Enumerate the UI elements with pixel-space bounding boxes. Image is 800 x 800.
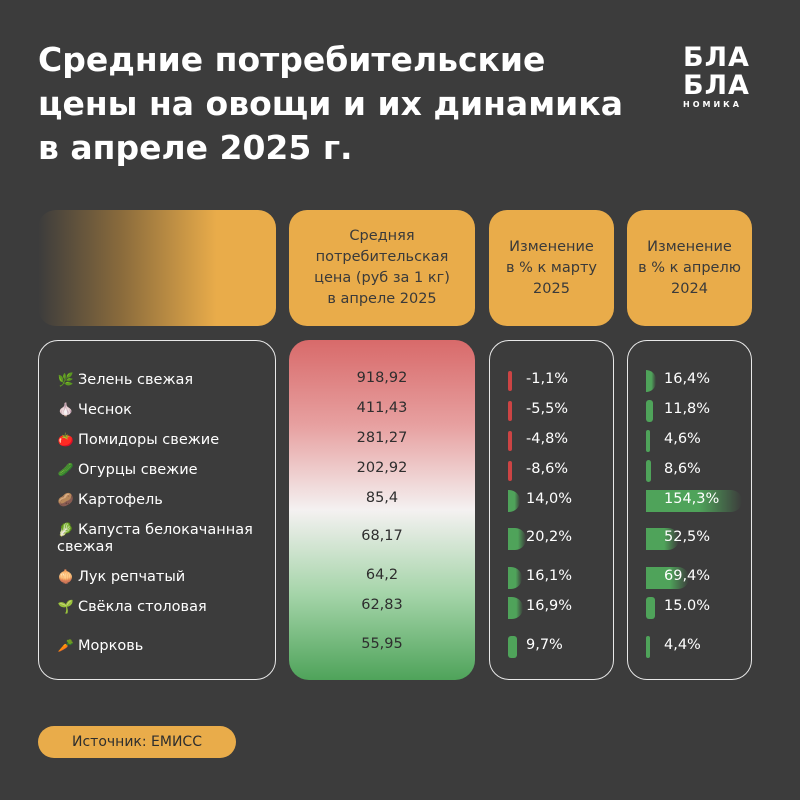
carrot-icon: 🥕 bbox=[57, 639, 75, 654]
price-value: 68,17 bbox=[361, 528, 403, 544]
bar-positive bbox=[646, 567, 690, 589]
header-price-text: Средняя потребительская цена (руб за 1 к… bbox=[314, 228, 450, 307]
bar-negative bbox=[508, 371, 512, 391]
title-line-3: в апреле 2025 г. bbox=[38, 128, 353, 167]
change-value: 4,4% bbox=[664, 637, 701, 653]
change-value: -8,6% bbox=[526, 461, 569, 477]
change-value: 154,3% bbox=[664, 491, 720, 507]
change-value: 15.0% bbox=[664, 598, 711, 614]
price-value: 55,95 bbox=[361, 636, 403, 652]
vegetable-name: Помидоры свежие bbox=[78, 432, 220, 448]
vegetable-name: Лук репчатый bbox=[78, 569, 186, 585]
header-change-march: Изменение в % к марту 2025 bbox=[489, 210, 614, 326]
herbs-icon: 🌿 bbox=[57, 373, 75, 388]
header-blank-cell bbox=[38, 210, 276, 326]
cabbage-icon: 🥬 bbox=[57, 523, 75, 538]
logo-line-3: НОМИКА bbox=[683, 100, 742, 109]
header-change-april: Изменение в % к апрелю 2024 bbox=[627, 210, 752, 326]
change-value: 16,4% bbox=[664, 371, 711, 387]
garlic-icon: 🧄 bbox=[57, 403, 75, 418]
vegetable-name: Картофель bbox=[78, 492, 163, 508]
bar-positive bbox=[646, 528, 679, 550]
vegetable-name: Свёкла столовая bbox=[78, 599, 207, 615]
vegetable-names-panel: 🌿 Зелень свежая 🧄 Чеснок 🍅 Помидоры свежие 🥒 Ог… bbox=[38, 340, 276, 680]
bar-positive bbox=[646, 430, 650, 452]
change-april-panel: 16,4% 11,8% 4,6% 8,6% 154,3% 52,5% 69,4% 15.0% 4… bbox=[627, 340, 752, 680]
cucumber-icon: 🥒 bbox=[57, 463, 75, 478]
change-value: 69,4% bbox=[664, 568, 711, 584]
vegetable-name-row: 🌿 Зелень свежая bbox=[57, 372, 272, 389]
bar-positive bbox=[646, 597, 656, 619]
bar-positive bbox=[508, 636, 517, 658]
header-price: Средняя потребительская цена (руб за 1 к… bbox=[289, 210, 475, 326]
change-value: -4,8% bbox=[526, 431, 569, 447]
price-value: 85,4 bbox=[365, 490, 399, 506]
bar-negative bbox=[508, 431, 512, 451]
vegetable-name: Зелень свежая bbox=[78, 372, 194, 388]
bar-positive bbox=[508, 490, 521, 512]
onion-icon: 🧅 bbox=[57, 570, 75, 585]
change-value: 9,7% bbox=[526, 637, 563, 653]
beet-icon: 🌱 bbox=[57, 600, 75, 615]
change-value: 11,8% bbox=[664, 401, 711, 417]
logo-line-2: БЛА bbox=[683, 70, 750, 101]
change-value: -5,5% bbox=[526, 401, 569, 417]
price-value: 918,92 bbox=[356, 370, 408, 386]
logo-line-1: БЛА bbox=[683, 42, 750, 73]
change-value: 16,1% bbox=[526, 568, 573, 584]
bar-positive bbox=[508, 567, 523, 589]
vegetable-name-row: 🧅 Лук репчатый bbox=[57, 569, 272, 586]
change-value: 20,2% bbox=[526, 529, 573, 545]
change-value: 16,9% bbox=[526, 598, 573, 614]
potato-icon: 🥔 bbox=[57, 493, 75, 508]
price-value: 281,27 bbox=[356, 430, 408, 446]
change-value: 52,5% bbox=[664, 529, 711, 545]
vegetable-name-row: 🍅 Помидоры свежие bbox=[57, 432, 272, 449]
change-value: -1,1% bbox=[526, 371, 569, 387]
change-value: 8,6% bbox=[664, 461, 701, 477]
vegetable-name-row: 🧄 Чеснок bbox=[57, 402, 272, 419]
change-value: 4,6% bbox=[664, 431, 701, 447]
vegetable-name-row: 🌱 Свёкла столовая bbox=[57, 599, 272, 616]
vegetable-name-row: 🥬 Капуста белокачанная свежая bbox=[57, 522, 272, 556]
title-line-1: Средние потребительские bbox=[38, 40, 546, 79]
source-label: Источник: ЕМИСС bbox=[38, 726, 236, 758]
vegetable-name-row: 🥔 Картофель bbox=[57, 492, 272, 509]
header-change-april-text: Изменение в % к апрелю 2024 bbox=[638, 238, 741, 297]
bar-positive bbox=[646, 400, 654, 422]
blablanomika-logo: БЛА БЛА НОМИКА bbox=[683, 42, 763, 110]
vegetable-name-row: 🥕 Морковь bbox=[57, 638, 272, 655]
price-value: 62,83 bbox=[361, 597, 403, 613]
bar-negative bbox=[508, 461, 512, 481]
tomato-icon: 🍅 bbox=[57, 433, 75, 448]
page-title: Средние потребительские цены на овощи и … bbox=[38, 38, 658, 170]
price-value: 202,92 bbox=[356, 460, 408, 476]
vegetable-name: Морковь bbox=[78, 638, 144, 654]
vegetable-name: Чеснок bbox=[78, 402, 132, 418]
header-change-march-text: Изменение в % к марту 2025 bbox=[506, 238, 597, 297]
change-march-panel: -1,1% -5,5% -4,8% -8,6% 14,0% 20,2% 16,1% 16,9%… bbox=[489, 340, 614, 680]
price-panel: 918,92 411,43 281,27 202,92 85,4 68,17 64,2 62,… bbox=[289, 340, 475, 680]
vegetable-name: Капуста белокачанная свежая bbox=[57, 522, 253, 555]
bar-positive bbox=[508, 597, 524, 619]
bar-positive bbox=[646, 636, 650, 658]
vegetable-name: Огурцы свежие bbox=[78, 462, 198, 478]
title-line-2: цены на овощи и их динамика bbox=[38, 84, 623, 123]
vegetable-name-row: 🥒 Огурцы свежие bbox=[57, 462, 272, 479]
change-value: 14,0% bbox=[526, 491, 573, 507]
bar-positive bbox=[646, 460, 652, 482]
price-value: 411,43 bbox=[356, 400, 408, 416]
bar-positive bbox=[646, 490, 742, 512]
bar-positive bbox=[508, 528, 526, 550]
bar-negative bbox=[508, 401, 512, 421]
bar-positive bbox=[646, 370, 657, 392]
price-value: 64,2 bbox=[365, 567, 399, 583]
